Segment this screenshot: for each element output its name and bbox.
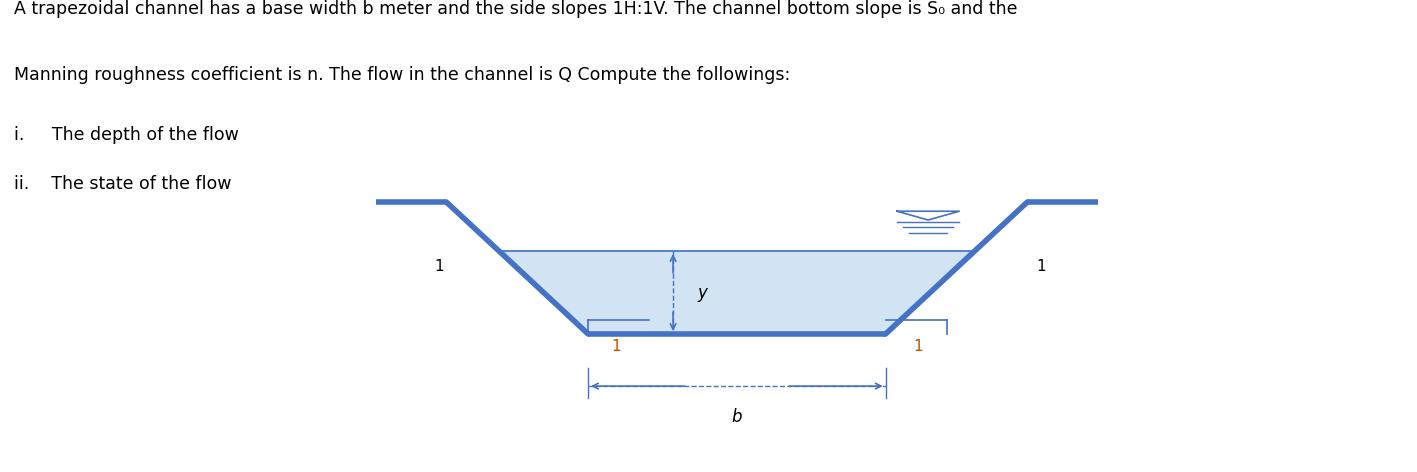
Text: i.     The depth of the flow: i. The depth of the flow bbox=[14, 126, 239, 144]
Text: y: y bbox=[697, 284, 707, 302]
Text: 1: 1 bbox=[914, 339, 922, 354]
Text: ii.    The state of the flow: ii. The state of the flow bbox=[14, 175, 231, 193]
Text: 1: 1 bbox=[1037, 259, 1046, 274]
Text: 1: 1 bbox=[612, 339, 621, 354]
Text: b: b bbox=[731, 408, 743, 426]
Text: A trapezoidal channel has a base width b meter and the side slopes 1H:1V. The ch: A trapezoidal channel has a base width b… bbox=[14, 0, 1017, 18]
Polygon shape bbox=[503, 251, 971, 334]
Text: Manning roughness coefficient is n. The flow in the channel is Q Compute the fol: Manning roughness coefficient is n. The … bbox=[14, 67, 791, 84]
Text: 1: 1 bbox=[435, 259, 444, 274]
